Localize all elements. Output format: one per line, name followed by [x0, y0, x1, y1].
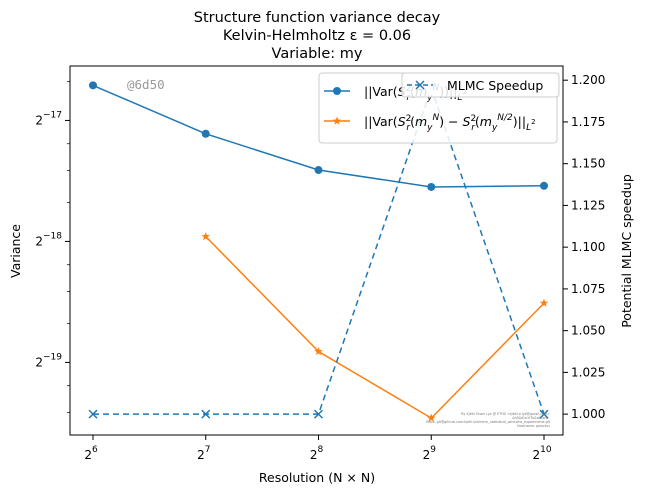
- x-tick-label: 29: [423, 445, 437, 462]
- y-left-axis-label: Variance: [8, 224, 23, 278]
- series-point-1: [314, 347, 323, 356]
- y-right-tick-label: 1.150: [571, 157, 605, 171]
- series-point-1: [201, 232, 211, 241]
- legend-label-diff-p2: (: [475, 114, 480, 129]
- y-right-tick-label: 1.000: [571, 407, 605, 421]
- legend-label-variance-norm: L: [457, 93, 462, 103]
- series-point-2: [88, 409, 98, 419]
- series-point-2: [201, 409, 211, 419]
- y-right-tick-label: 1.200: [571, 73, 605, 87]
- legend-label-diff-y1: y: [426, 123, 433, 133]
- series-point-0: [89, 81, 97, 90]
- chart-title-line-2: Kelvin-Helmholtz ε = 0.06: [223, 28, 411, 44]
- legend-label-diff-m2: m: [480, 114, 492, 129]
- series-point-1: [426, 413, 436, 422]
- watermark: @6d50: [127, 77, 165, 92]
- legend-right: MLMC Speedup: [401, 72, 560, 98]
- x-tick-label: 26: [84, 445, 98, 462]
- legend-label-diff-s1: S: [398, 114, 406, 129]
- series-point-2: [539, 409, 549, 419]
- legend-right-box: [401, 72, 560, 98]
- x-axis-ticks: 26 27 28 29 210: [84, 435, 552, 462]
- footer-note-line-3: Repo: git@github.com:kjetil-lye/mlmc_sta…: [426, 420, 550, 424]
- x-tick-label: 210: [532, 445, 551, 462]
- legend-label-diff-sub1: r: [406, 123, 411, 133]
- y-right-tick-label: 1.050: [571, 324, 605, 338]
- series-point-0: [427, 182, 436, 191]
- legend-label-diff-m1: m: [415, 114, 427, 129]
- legend-label-diff-sub2: r: [471, 123, 476, 133]
- y-right-tick-label: 1.175: [571, 115, 605, 129]
- series-point-0: [201, 129, 210, 138]
- footer-note: By Kjetil Olsen Lye @ ETHZ <kjetil.o.lye…: [426, 412, 550, 428]
- y-left-tick-label: 2−19: [35, 352, 62, 369]
- y-right-tick-label: 1.025: [571, 365, 605, 379]
- x-tick-label: 27: [197, 445, 210, 462]
- legend-marker-variance-diff: [332, 116, 342, 125]
- footer-note-line-4: Hostname: galactus: [517, 424, 550, 428]
- series-point-1: [539, 298, 549, 307]
- legend-label-diff-n2: N/2: [497, 113, 513, 123]
- legend-label-diff-prefix: ||Var(: [364, 114, 398, 129]
- series-point-0: [540, 181, 548, 190]
- y-left-axis-ticks: 2−17 2−18 2−19: [35, 81, 70, 413]
- y-left-tick-label: 2−17: [35, 110, 62, 127]
- legend-label-diff-sup1: 2: [406, 114, 412, 124]
- series-line-1: [205, 236, 545, 420]
- series-point-2: [313, 409, 324, 419]
- series-point-0: [314, 166, 323, 175]
- x-axis-label: Resolution (N × N): [259, 470, 375, 485]
- legend-label-variance-diff: ||Var(S2 r(myN) − S2 r(myN/2)||L2: [364, 113, 536, 133]
- y-right-axis-label: Potential MLMC speedup: [619, 174, 634, 328]
- legend-label-speedup: MLMC Speedup: [447, 78, 543, 93]
- legend-marker-variance: [333, 87, 341, 95]
- legend-label-diff-sup2: 2: [470, 114, 476, 124]
- plot-area-frame: [69, 65, 564, 436]
- legend-label-diff-n1: N: [432, 113, 439, 123]
- x-tick-label: 28: [310, 445, 324, 462]
- legend-entry-variance-diff: ||Var(S2 r(myN) − S2 r(myN/2)||L2: [324, 113, 536, 133]
- legend-label-diff-s2: S: [463, 114, 471, 129]
- legend-label-diff-norm-exp: 2: [531, 118, 535, 126]
- legend-label-diff-y2: y: [491, 123, 498, 133]
- y-left-tick-label: 2−18: [35, 231, 62, 248]
- y-right-tick-label: 1.075: [571, 282, 605, 296]
- y-right-tick-label: 1.100: [571, 240, 605, 254]
- legend-label-variance-y: y: [426, 93, 433, 103]
- legend-marker-speedup: [415, 80, 425, 90]
- chart-title-line-1: Structure function variance decay: [194, 10, 441, 26]
- legend-label-diff-p1: (: [410, 114, 415, 129]
- footer-note-line-1: By Kjetil Olsen Lye @ ETHZ <kjetil.o.lye…: [461, 412, 550, 416]
- legend-label-diff-norm: L: [526, 123, 531, 133]
- footer-note-line-2: 0d50d1e1f7b2ab6a4...: [512, 416, 550, 420]
- legend-label-diff-close: )||: [513, 114, 526, 129]
- legend-label-variance-sub: r: [406, 93, 411, 103]
- y-right-axis-ticks: 1.000 1.025 1.050 1.075 1.100 1.125 1.150 1.175…: [563, 73, 605, 421]
- legend-label-diff-minus: ) −: [439, 114, 462, 129]
- legend-label-variance-prefix: ||Var(: [364, 84, 398, 99]
- y-right-tick-label: 1.125: [571, 198, 605, 212]
- series-layer: [88, 81, 549, 422]
- chart-title-line-3: Variable: my: [272, 46, 363, 62]
